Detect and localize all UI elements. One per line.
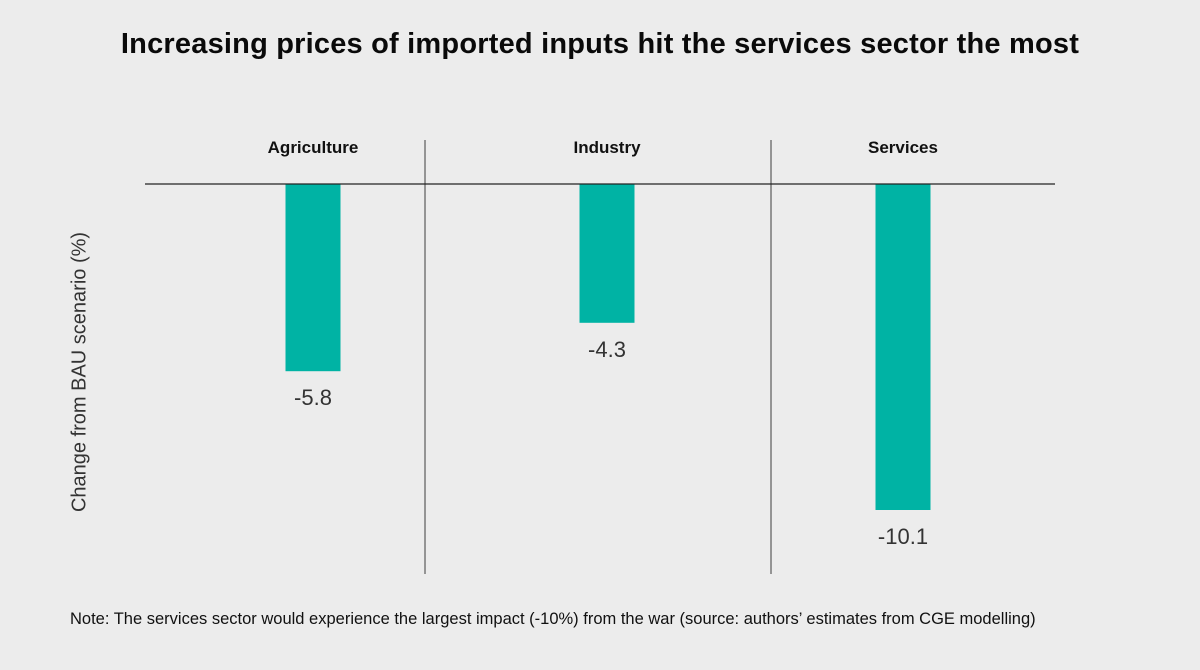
bar-agriculture — [285, 184, 341, 372]
data-label-agriculture: -5.8 — [294, 385, 332, 410]
category-label-industry: Industry — [573, 138, 641, 157]
data-label-industry: -4.3 — [588, 337, 626, 362]
chart-title: Increasing prices of imported inputs hit… — [120, 28, 1080, 60]
bar-services — [875, 184, 931, 510]
data-label-services: -10.1 — [878, 524, 928, 549]
bar-industry — [579, 184, 635, 323]
footnote: Note: The services sector would experien… — [70, 610, 1036, 628]
category-label-services: Services — [868, 138, 938, 157]
category-label-agriculture: Agriculture — [268, 138, 359, 157]
